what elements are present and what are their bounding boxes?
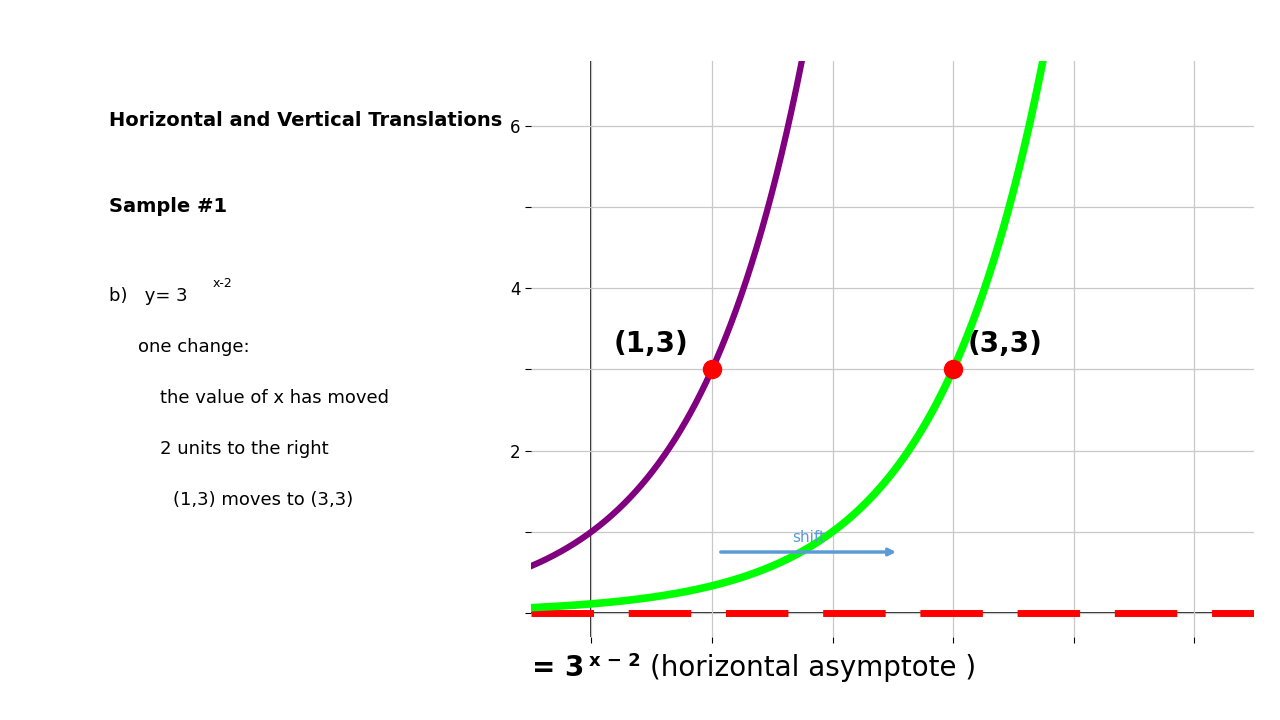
Text: one change:: one change: <box>138 338 250 356</box>
Text: x − 2: x − 2 <box>589 652 640 670</box>
Text: shift: shift <box>792 531 824 545</box>
Text: 2 units to the right: 2 units to the right <box>160 440 329 458</box>
Text: b)   y= 3: b) y= 3 <box>109 287 187 305</box>
Text: (3,3): (3,3) <box>968 330 1042 358</box>
Text: (horizontal asymptote ): (horizontal asymptote ) <box>650 654 977 682</box>
Text: Horizontal and Vertical Translations: Horizontal and Vertical Translations <box>109 112 502 130</box>
Text: Transformations of Exponential Functions: Transformations of Exponential Functions <box>10 22 984 67</box>
Text: π: π <box>4 1 10 12</box>
Text: = 3: = 3 <box>532 654 585 682</box>
Text: (1,3): (1,3) <box>613 330 687 358</box>
Text: Sample #1: Sample #1 <box>109 197 227 217</box>
Text: (1,3) moves to (3,3): (1,3) moves to (3,3) <box>173 490 353 508</box>
Text: 3: 3 <box>4 33 10 43</box>
Text: x-2: x-2 <box>212 277 232 290</box>
Text: the value of x has moved: the value of x has moved <box>160 389 389 407</box>
